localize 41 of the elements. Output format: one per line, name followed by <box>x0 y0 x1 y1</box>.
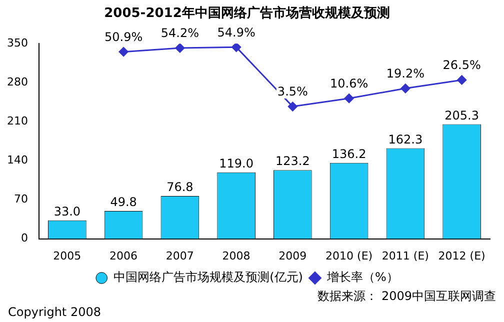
data-label: 10.6% <box>330 76 368 90</box>
text: Copyright 2008 <box>8 305 101 319</box>
x-tick-label: 2006 <box>110 249 138 262</box>
x-tick-label: 2008 <box>222 249 250 262</box>
x-tick-label: 2010 (E) <box>326 249 373 262</box>
point <box>457 75 467 85</box>
data-label: 26.5% <box>442 58 481 72</box>
y-tick-label: 350 <box>6 36 28 50</box>
data-label: 3.5% <box>277 84 308 99</box>
y-tick-label: 0 <box>20 232 28 245</box>
data-label: 50.9% <box>104 30 143 44</box>
data-label: 49.8 <box>110 195 137 210</box>
data-label: 205.3 <box>444 108 479 122</box>
x-tick-label: 2009 <box>278 249 307 262</box>
point <box>344 94 354 104</box>
x-tick-label: 2005 <box>53 249 82 262</box>
y-tick-label: 280 <box>6 76 28 88</box>
y-tick-label: 210 <box>6 114 28 128</box>
point <box>232 44 242 52</box>
x-tick-label: 2012 (E) <box>438 249 486 262</box>
x-tick-label: 2011 (E) <box>382 249 429 262</box>
y-tick-label: 140 <box>6 154 28 167</box>
data-label: 19.2% <box>386 66 424 81</box>
data-label: 33.0 <box>54 204 81 219</box>
data-label: 123.2 <box>276 154 310 168</box>
point <box>175 44 185 53</box>
x-tick-label: 2007 <box>166 249 194 262</box>
data-label: 76.8 <box>166 180 194 194</box>
data-label: 162.3 <box>388 132 423 146</box>
legend-label: 增长率（%） <box>326 270 398 284</box>
data-label: 119.0 <box>219 156 254 171</box>
point <box>118 47 128 57</box>
point <box>288 102 298 112</box>
data-label: 54.2% <box>160 26 199 40</box>
legend-label: 中国网络广告市场规模及预测(亿元) <box>114 270 303 284</box>
point <box>400 84 410 94</box>
data-label: 136.2 <box>332 146 366 161</box>
y-tick-label: 70 <box>14 192 28 206</box>
data-label: 54.9% <box>217 25 256 40</box>
source-note: 数据来源： 2009中国互联网调查 <box>318 289 496 303</box>
chart-title: 2005-2012年中国网络广告市场营收规模及预测 <box>104 5 390 22</box>
